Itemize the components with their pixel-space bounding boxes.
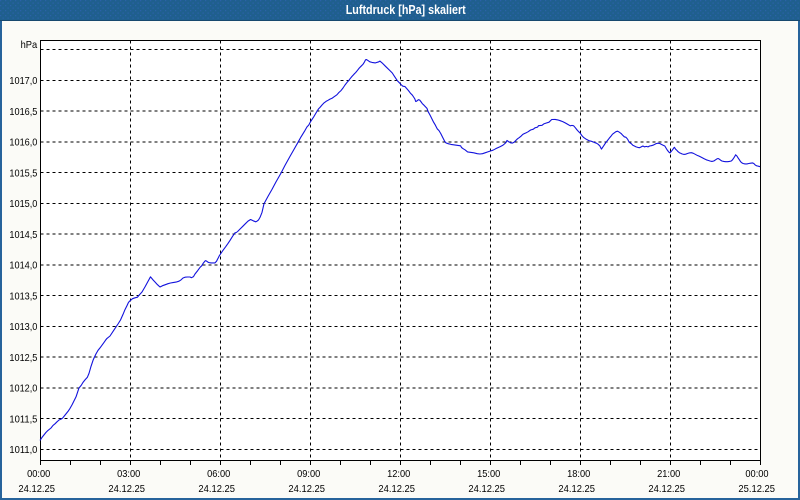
svg-text:00:00: 00:00 — [27, 469, 51, 480]
svg-text:1013,5: 1013,5 — [9, 291, 37, 302]
svg-text:24.12.25: 24.12.25 — [288, 484, 325, 495]
svg-text:00:00: 00:00 — [745, 469, 769, 480]
svg-text:1014,0: 1014,0 — [9, 261, 37, 272]
svg-text:03:00: 03:00 — [117, 469, 141, 480]
svg-text:1014,5: 1014,5 — [9, 230, 37, 241]
svg-text:1015,5: 1015,5 — [9, 168, 37, 179]
svg-text:hPa: hPa — [21, 40, 38, 51]
svg-text:24.12.25: 24.12.25 — [648, 484, 685, 495]
svg-text:24.12.25: 24.12.25 — [378, 484, 415, 495]
svg-text:1017,0: 1017,0 — [9, 76, 37, 87]
svg-text:09:00: 09:00 — [297, 469, 321, 480]
svg-text:1016,0: 1016,0 — [9, 138, 37, 149]
svg-text:1013,0: 1013,0 — [9, 322, 37, 333]
svg-text:Luftdruck [hPa] skaliert: Luftdruck [hPa] skaliert — [346, 3, 467, 17]
svg-text:24.12.25: 24.12.25 — [198, 484, 235, 495]
svg-text:06:00: 06:00 — [207, 469, 231, 480]
svg-text:24.12.25: 24.12.25 — [468, 484, 505, 495]
svg-text:1015,0: 1015,0 — [9, 199, 37, 210]
svg-text:1012,5: 1012,5 — [9, 353, 37, 364]
svg-text:25.12.25: 25.12.25 — [738, 484, 775, 495]
svg-text:12:00: 12:00 — [387, 469, 411, 480]
svg-text:21:00: 21:00 — [657, 469, 681, 480]
svg-text:1016,5: 1016,5 — [9, 107, 37, 118]
svg-text:24.12.25: 24.12.25 — [108, 484, 145, 495]
svg-text:15:00: 15:00 — [477, 469, 501, 480]
svg-text:1011,0: 1011,0 — [9, 445, 37, 456]
svg-text:24.12.25: 24.12.25 — [18, 484, 55, 495]
svg-text:24.12.25: 24.12.25 — [558, 484, 595, 495]
svg-text:1011,5: 1011,5 — [9, 414, 37, 425]
svg-text:1012,0: 1012,0 — [9, 384, 37, 395]
svg-text:18:00: 18:00 — [567, 469, 591, 480]
